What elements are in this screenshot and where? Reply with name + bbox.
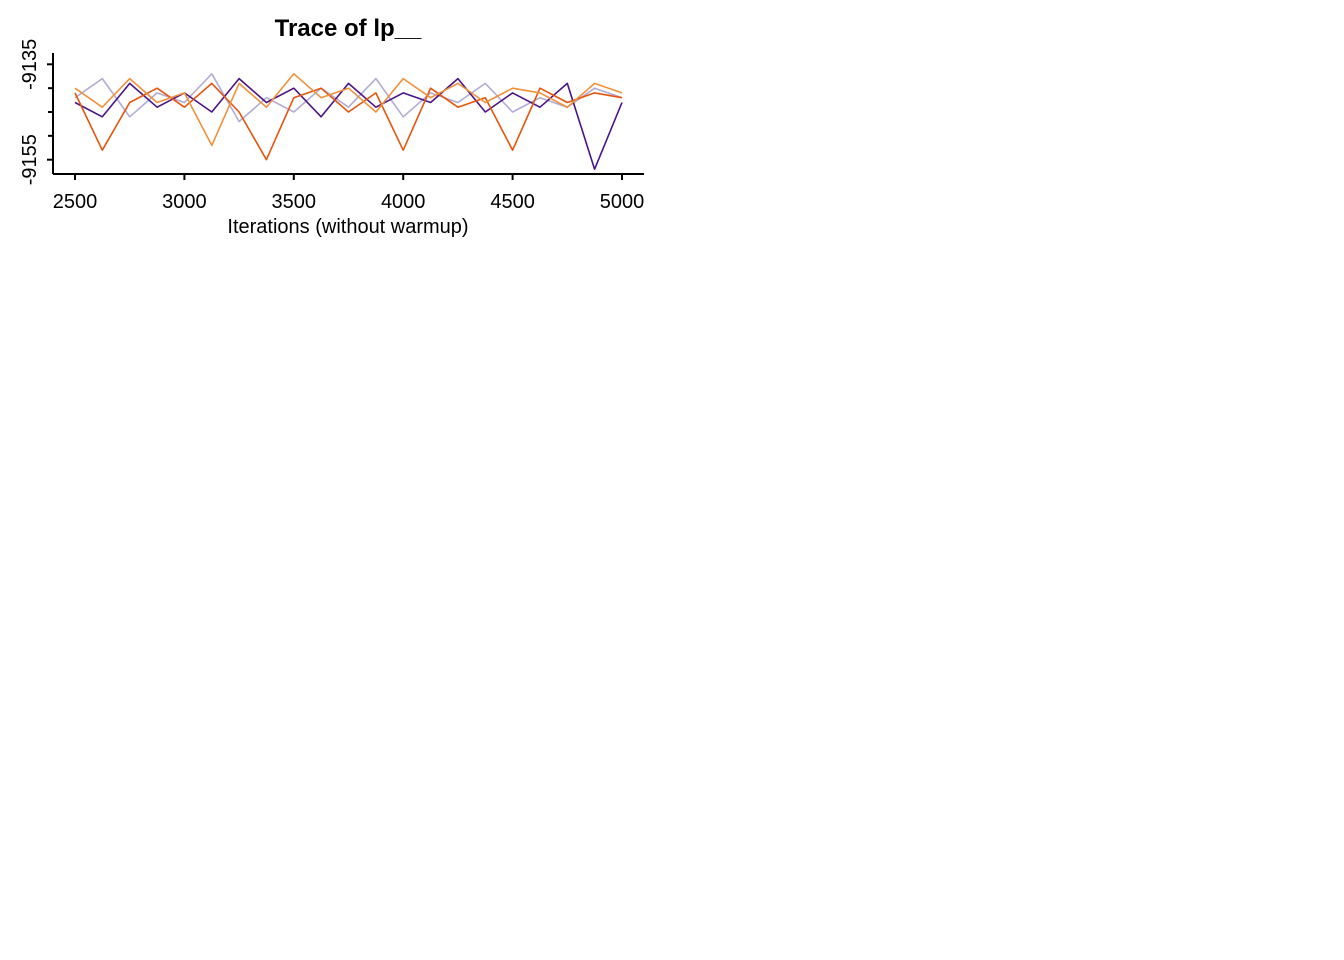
y-axis-ticks: -9135 -9155 (19, 39, 53, 185)
x-tick-label: 2500 (53, 191, 98, 213)
y-tick-label: -9135 (19, 39, 41, 90)
y-tick-label: -9155 (19, 134, 41, 185)
x-axis-title: Iterations (without warmup) (227, 216, 468, 238)
trace-chain-2 (74, 77, 623, 170)
x-tick-label: 4500 (490, 191, 535, 213)
x-tick-label: 3000 (162, 191, 207, 213)
x-tick-label: 3500 (272, 191, 317, 213)
x-tick-label: 5000 (600, 191, 645, 213)
trace-chain-3 (74, 82, 623, 161)
x-tick-label: 4000 (381, 191, 426, 213)
chart-title: Trace of lp__ (275, 15, 422, 42)
series-layer (74, 73, 623, 170)
x-axis-ticks: 2500 3000 3500 4000 4500 5000 (53, 174, 645, 213)
trace-chain-4 (74, 73, 623, 147)
